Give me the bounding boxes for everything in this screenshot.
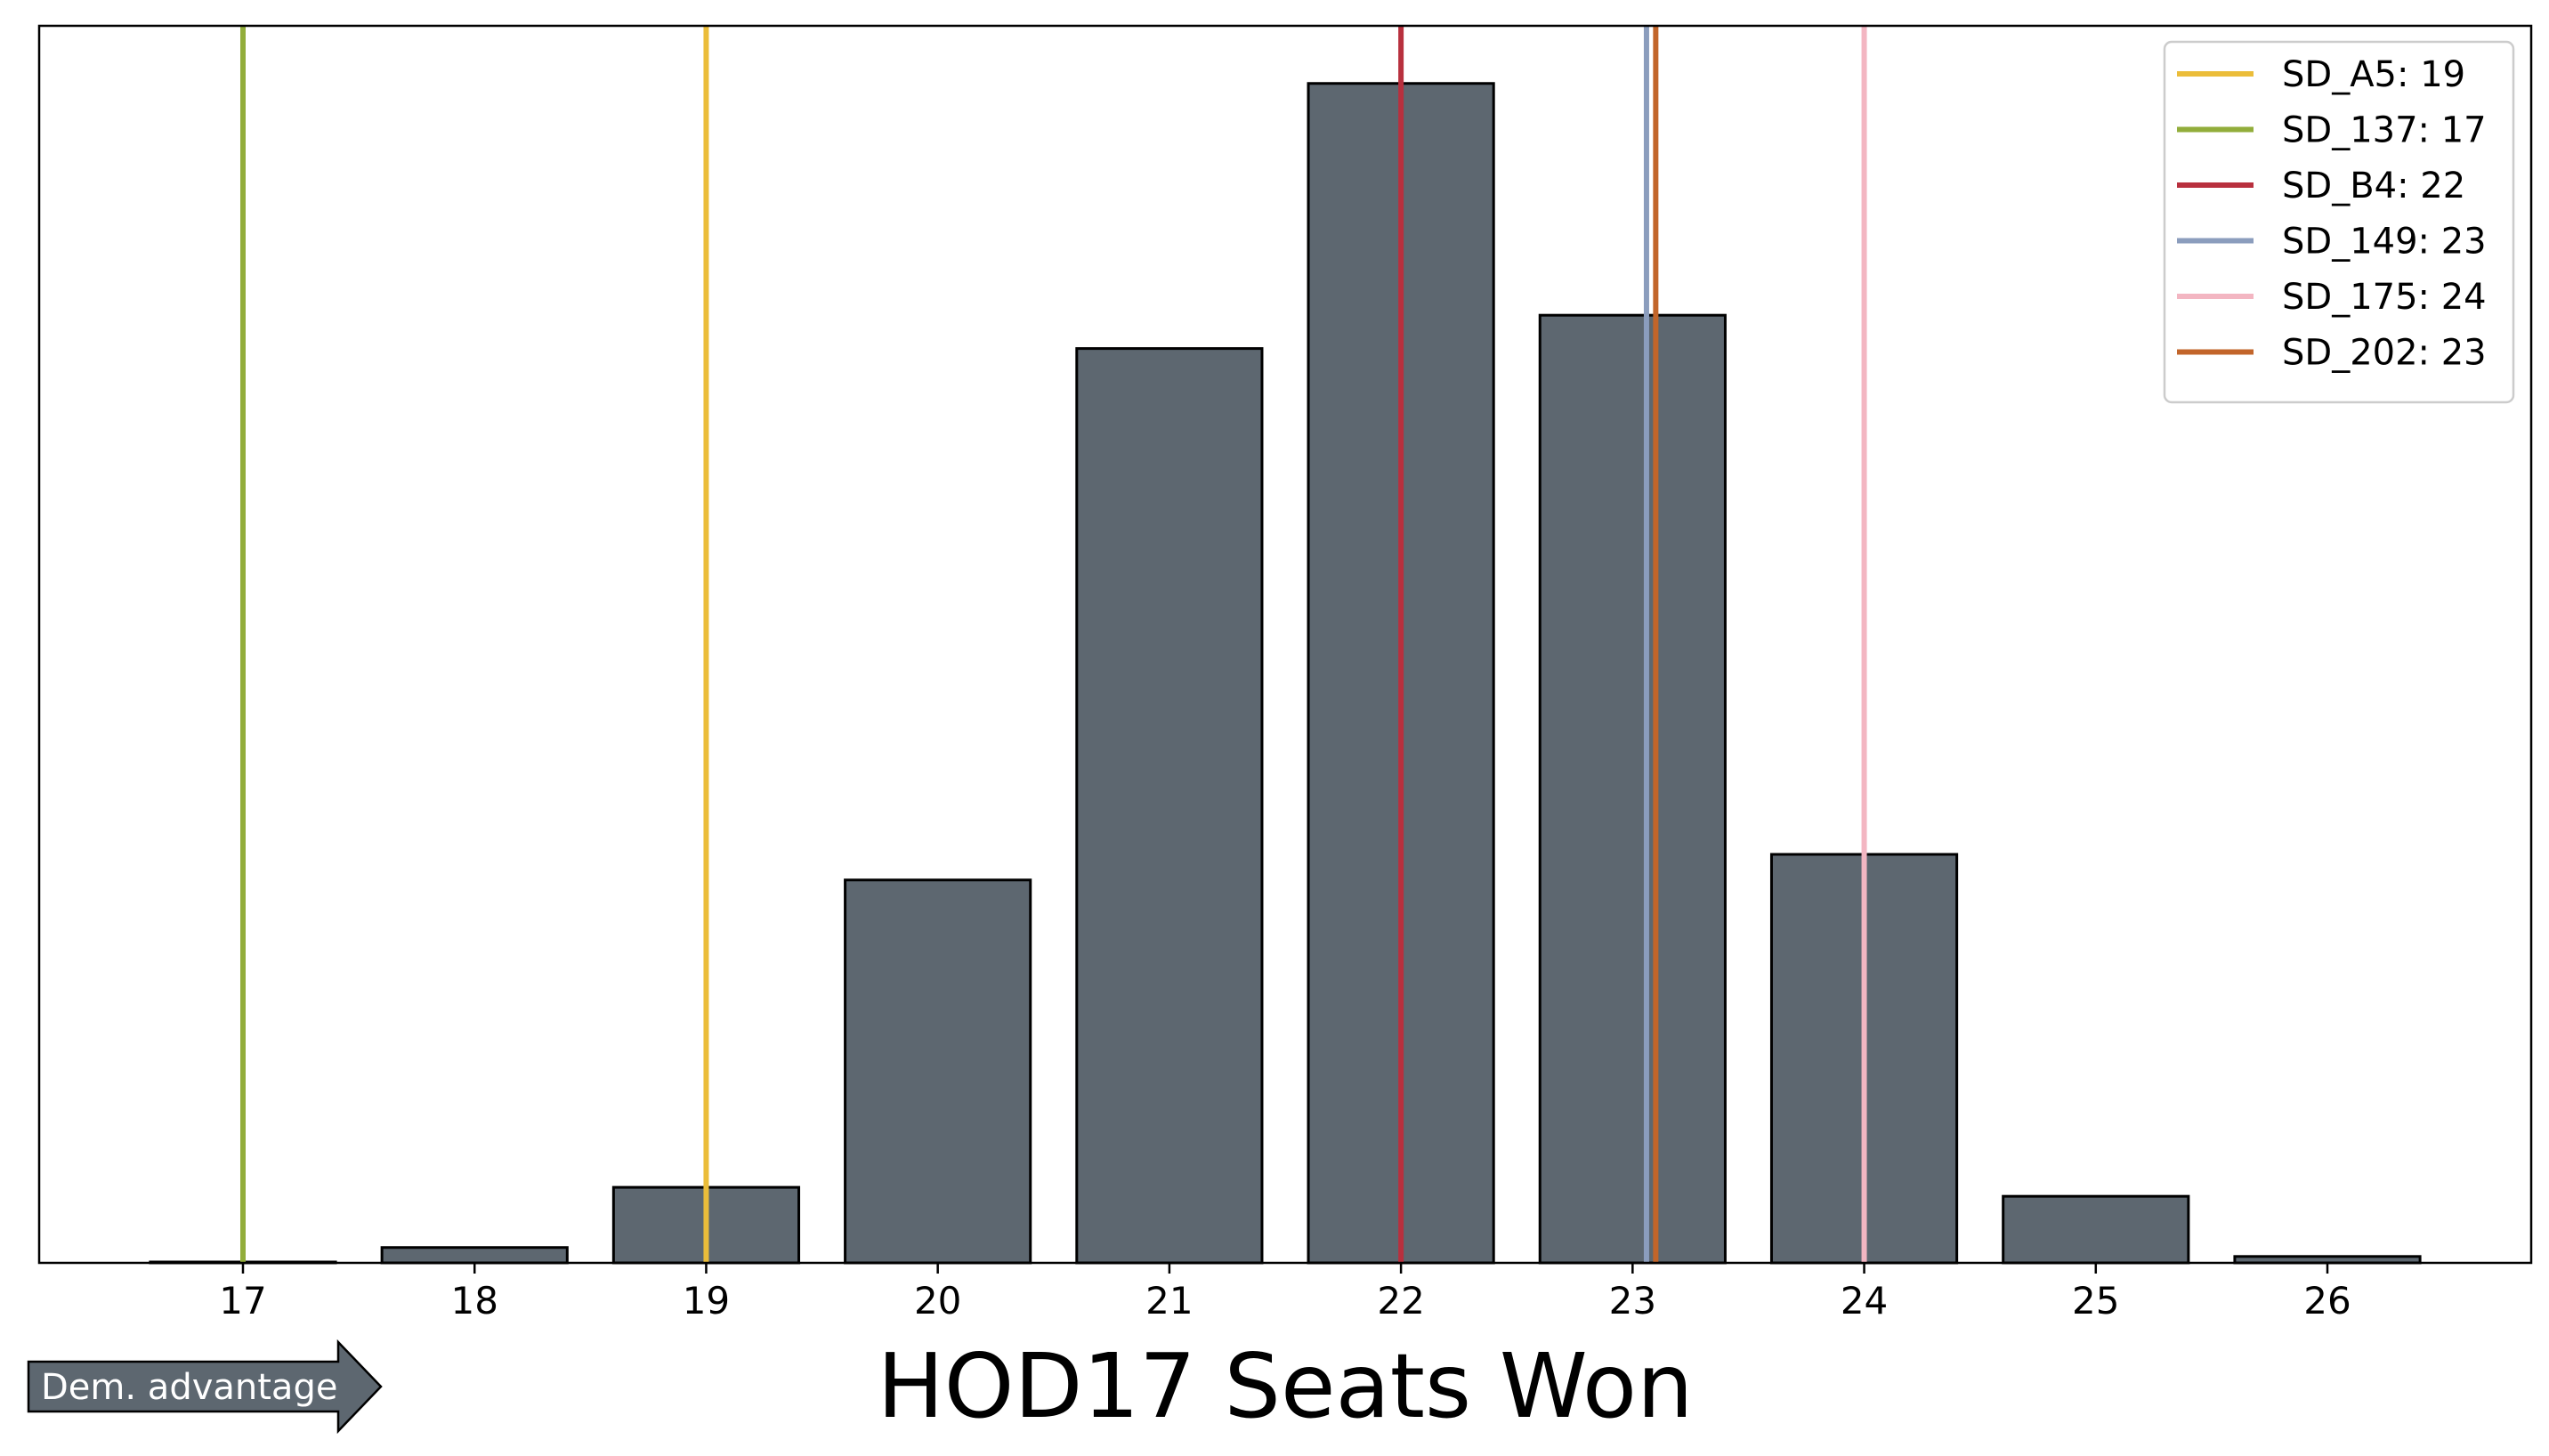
arrow-label: Dem. advantage: [41, 1367, 337, 1408]
arrow-shape: [27, 1339, 383, 1435]
legend-label-sd-137: SD_137: 17: [2282, 110, 2487, 151]
legend: SD_A5: 19 SD_137: 17 SD_B4: 22 SD_149: 23 SD…: [2163, 40, 2515, 404]
x-tick-label-23: 23: [1609, 1279, 1656, 1323]
bar-18: [380, 1246, 569, 1265]
legend-label-sd-a5: SD_A5: 19: [2282, 54, 2465, 95]
x-ticks-group: 17 18 19 20 21 22 23 24 25 26: [219, 1263, 2351, 1323]
legend-label-sd-175: SD_175: 24: [2282, 277, 2487, 318]
x-tick-label-18: 18: [450, 1279, 498, 1323]
x-tick-label-21: 21: [1145, 1279, 1193, 1323]
x-tick-label-26: 26: [2303, 1279, 2351, 1323]
bar-21: [1075, 347, 1264, 1265]
bars-group: [149, 82, 2422, 1265]
x-axis-label: HOD17 Seats Won: [878, 1334, 1694, 1438]
legend-label-sd-202: SD_202: 23: [2282, 333, 2487, 374]
x-tick-label-25: 25: [2072, 1279, 2119, 1323]
plot-frame: [37, 24, 2533, 1265]
legend-label-sd-149: SD_149: 23: [2282, 222, 2487, 263]
x-tick-label-20: 20: [914, 1279, 961, 1323]
bar-20: [844, 878, 1032, 1265]
reference-lines-group: [239, 26, 1867, 1263]
x-tick-label-19: 19: [683, 1279, 730, 1323]
legend-label-sd-b4: SD_B4: 22: [2282, 166, 2465, 206]
x-tick-label-17: 17: [219, 1279, 266, 1323]
dem-advantage-arrow: Dem. advantage: [27, 1339, 383, 1435]
x-tick-label-22: 22: [1377, 1279, 1424, 1323]
bar-25: [2002, 1194, 2190, 1265]
bar-23: [1538, 313, 1727, 1265]
x-tick-label-24: 24: [1841, 1279, 1888, 1323]
